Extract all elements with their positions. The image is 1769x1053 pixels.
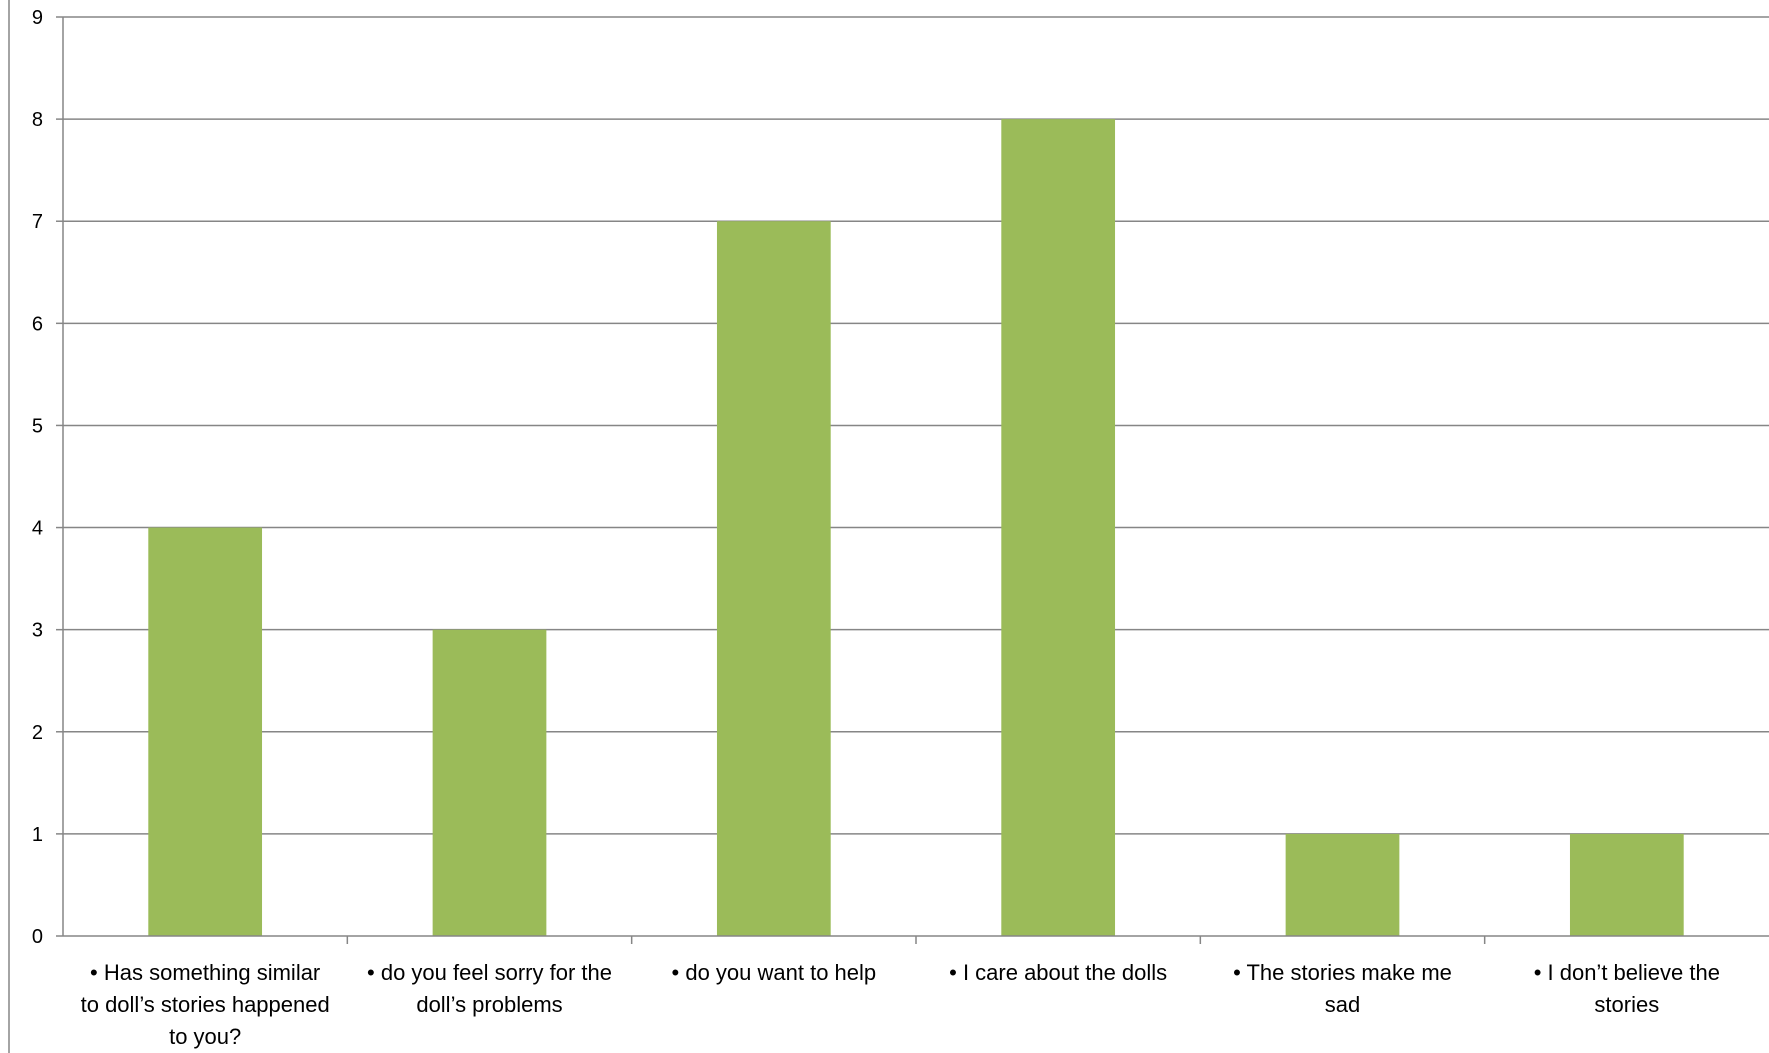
y-axis-tick-labels: 0 1 2 3 4 5 6 7 8 9 [32, 7, 43, 948]
x-tick-label-line: doll’s problems [416, 992, 562, 1017]
x-tick-label-line: to you? [169, 1024, 241, 1049]
y-tick-label: 6 [32, 313, 43, 335]
y-tick-label: 7 [32, 211, 43, 233]
bar-5 [1285, 833, 1400, 936]
bar-3 [716, 221, 831, 936]
x-tick-label: • The stories make me sad [1233, 960, 1452, 1017]
y-tick-label: 2 [32, 722, 43, 744]
x-tick-label: • Has something similar to doll’s stories… [81, 960, 330, 1049]
x-tick-label-line: sad [1325, 992, 1360, 1017]
y-tick-label: 3 [32, 620, 43, 642]
axes [8, 0, 1769, 1053]
bar-4 [1001, 119, 1116, 937]
x-tick-label: • I care about the dolls [949, 960, 1167, 985]
x-tick-label-line: • I care about the dolls [949, 960, 1167, 985]
x-tick-label: • I don’t believe the stories [1534, 960, 1720, 1017]
bar-1 [148, 527, 263, 936]
x-tick-label-line: stories [1594, 992, 1659, 1017]
x-tick-label-line: • Has something similar [90, 960, 320, 985]
y-tick-label: 9 [32, 7, 43, 29]
y-tick-label: 8 [32, 109, 43, 131]
x-tick-label: • do you want to help [672, 960, 877, 985]
x-tick-label: • do you feel sorry for the doll’s proble… [367, 960, 612, 1017]
bars [148, 119, 1684, 937]
y-tick-label: 4 [32, 518, 43, 540]
y-tick-label: 5 [32, 415, 43, 437]
x-tick-label-line: • I don’t believe the [1534, 960, 1720, 985]
x-tick-label-line: • do you want to help [672, 960, 877, 985]
x-tick-label-line: • The stories make me [1233, 960, 1452, 985]
x-tick-label-line: to doll’s stories happened [81, 992, 330, 1017]
y-tick-label: 0 [32, 926, 43, 948]
gridlines [63, 16, 1769, 835]
bar-6 [1569, 833, 1684, 936]
y-tick-label: 1 [32, 824, 43, 846]
x-axis-tick-labels: • Has something similar to doll’s stories… [81, 960, 1720, 1049]
x-tick-label-line: • do you feel sorry for the [367, 960, 612, 985]
bar-2 [432, 629, 547, 936]
